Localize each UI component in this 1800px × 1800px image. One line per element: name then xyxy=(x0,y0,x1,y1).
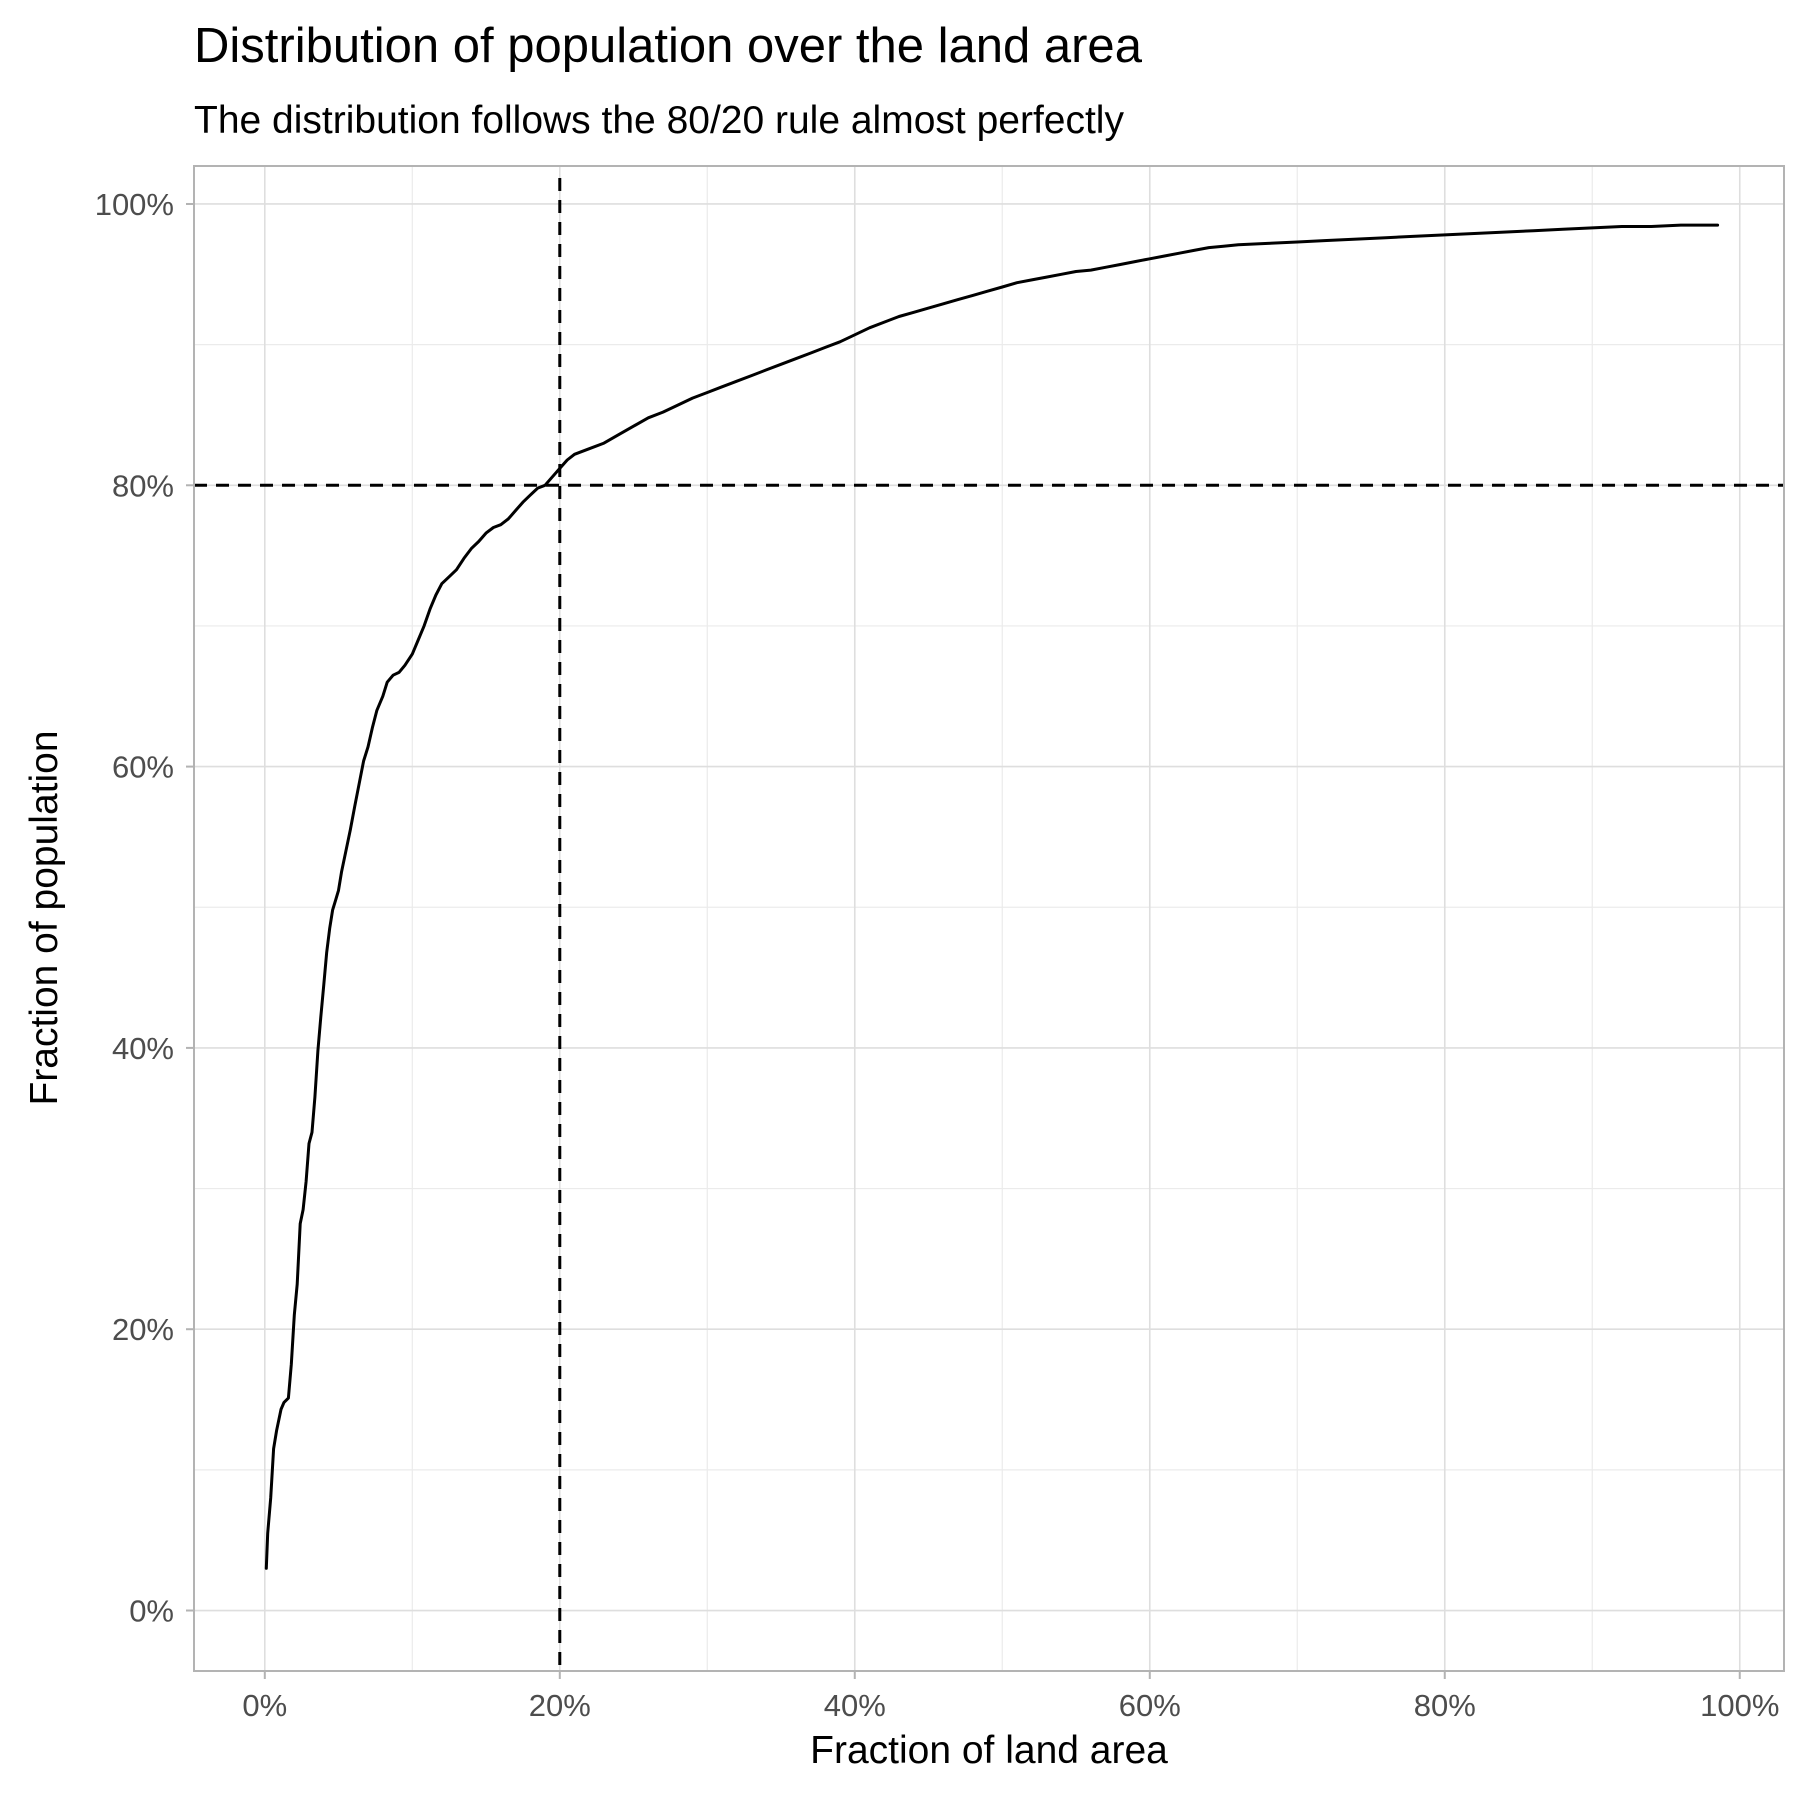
series-line xyxy=(264,223,1720,1570)
x-tick-label: 100% xyxy=(1700,1688,1779,1723)
x-tick-label: 40% xyxy=(824,1688,886,1723)
y-axis-ticks: 0% 20% 40% 60% 80% 100% xyxy=(95,187,194,1629)
x-axis-ticks: 0% 20% 40% 60% 80% 100% xyxy=(242,1671,1779,1723)
x-axis-title: Fraction of land area xyxy=(810,1729,1168,1772)
x-tick-label: 20% xyxy=(529,1688,591,1723)
x-tick-label: 80% xyxy=(1414,1688,1476,1723)
chart-subtitle: The distribution follows the 80/20 rule … xyxy=(194,99,1124,142)
x-tick-label: 0% xyxy=(242,1688,287,1723)
plot-border xyxy=(193,165,1785,1672)
chart-title: Distribution of population over the land… xyxy=(194,19,1143,73)
y-tick-label: 0% xyxy=(129,1594,174,1629)
x-tick-label: 60% xyxy=(1119,1688,1181,1723)
plot-panel xyxy=(194,166,1784,1671)
y-axis-title: Fraction of population xyxy=(23,730,66,1105)
y-tick-label: 60% xyxy=(112,750,174,785)
y-tick-label: 80% xyxy=(112,468,174,503)
grid-layer xyxy=(194,166,1784,1671)
y-tick-label: 100% xyxy=(95,187,174,222)
y-tick-label: 40% xyxy=(112,1031,174,1066)
y-tick-label: 20% xyxy=(112,1312,174,1347)
series-layer xyxy=(264,223,1720,1570)
reference-lines xyxy=(194,178,1784,1671)
